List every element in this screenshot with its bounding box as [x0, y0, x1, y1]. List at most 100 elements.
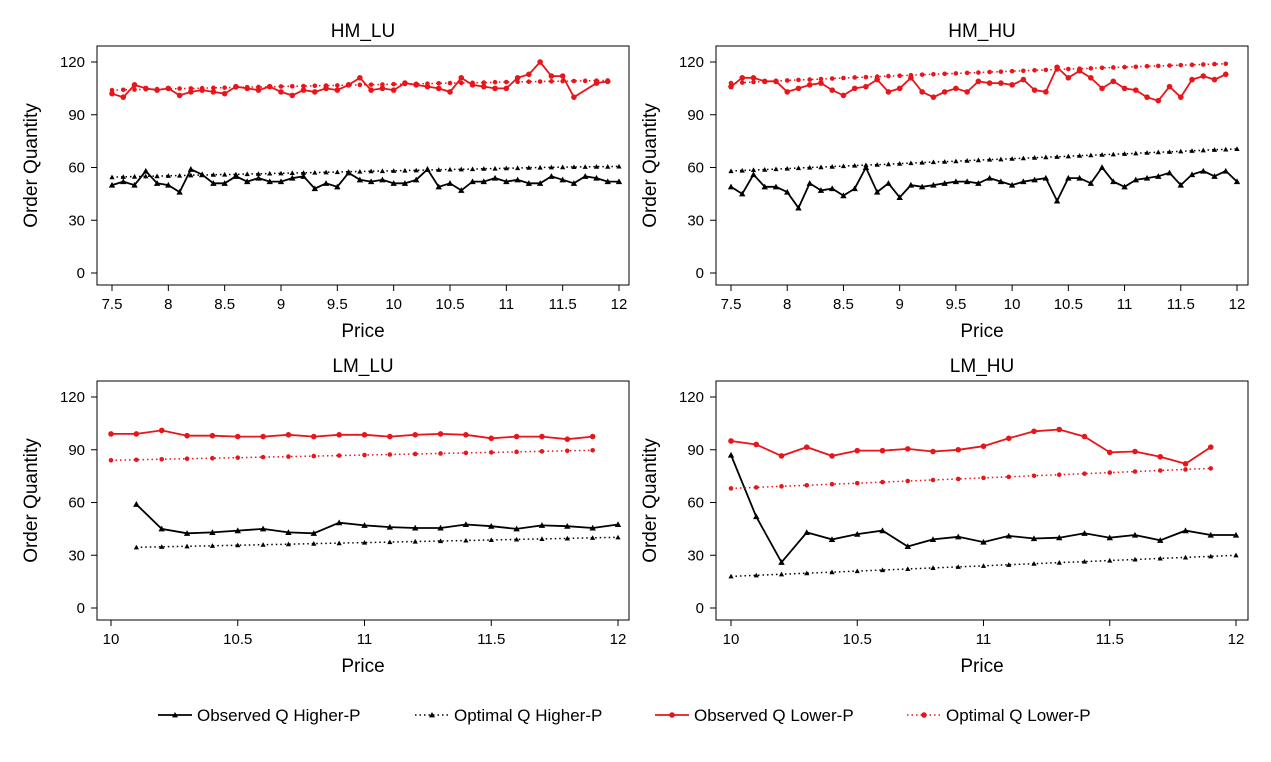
data-point: [120, 87, 126, 93]
x-tick-label: 11: [499, 296, 515, 313]
data-point: [120, 178, 127, 185]
data-point: [1111, 65, 1116, 70]
data-point: [458, 166, 464, 172]
plot-frame: [96, 45, 630, 286]
data-point: [425, 81, 430, 86]
series-line: [730, 467, 1211, 490]
plot-frame: [715, 45, 1249, 286]
data-point: [158, 525, 165, 532]
data-point: [109, 174, 115, 180]
data-point: [233, 85, 239, 90]
data-point: [234, 433, 241, 440]
data-point: [1233, 552, 1239, 558]
y-axis-label: Order Quantity: [640, 103, 661, 228]
data-point: [975, 180, 982, 186]
data-point: [357, 168, 363, 174]
data-point: [753, 513, 760, 520]
data-point: [1006, 562, 1012, 567]
data-point: [176, 188, 183, 195]
data-point: [402, 167, 408, 173]
data-point: [571, 94, 577, 100]
y-tick-label: 60: [68, 495, 85, 512]
y-tick-label: 30: [687, 547, 704, 564]
data-point: [1223, 61, 1229, 67]
data-point: [1166, 149, 1173, 154]
data-point: [590, 447, 595, 453]
data-point: [930, 477, 936, 483]
y-axis-label: Order Quantity: [21, 438, 42, 563]
data-point: [1200, 147, 1206, 153]
data-point: [1155, 97, 1162, 104]
data-point: [469, 178, 476, 185]
series-optimal-q-lower-p: [728, 61, 1229, 86]
data-point: [955, 533, 962, 540]
data-point: [154, 86, 160, 92]
data-point: [488, 435, 495, 442]
data-point: [886, 73, 891, 79]
data-point: [234, 527, 241, 534]
data-point: [1088, 75, 1094, 81]
data-point: [322, 180, 330, 186]
data-point: [593, 174, 600, 181]
data-point: [828, 536, 836, 542]
data-point: [560, 78, 565, 84]
data-point: [210, 89, 217, 95]
data-point: [753, 485, 759, 490]
data-point: [1107, 557, 1113, 563]
data-point: [199, 85, 205, 91]
data-point: [256, 84, 261, 90]
data-point: [470, 80, 475, 86]
data-point: [981, 475, 986, 481]
legend: Observed Q Higher-P Optimal Q Higher-P Obs…: [158, 706, 1091, 725]
data-point: [817, 187, 825, 193]
series-observed-q-lower-p: [728, 426, 1214, 467]
data-point: [143, 86, 149, 92]
data-point: [401, 180, 409, 186]
data-point: [930, 181, 937, 188]
data-point: [255, 174, 262, 181]
data-point: [751, 79, 756, 85]
data-point: [463, 450, 469, 456]
data-point: [447, 80, 453, 86]
data-point: [1223, 146, 1229, 152]
x-tick-label: 11.5: [1167, 296, 1195, 313]
data-point: [904, 543, 911, 550]
y-tick-label: 60: [68, 160, 85, 177]
data-point: [582, 173, 589, 179]
data-point: [1043, 67, 1049, 73]
data-point: [753, 441, 760, 448]
data-point: [488, 523, 495, 529]
data-point: [260, 454, 266, 460]
data-point: [593, 164, 600, 169]
y-tick-label: 0: [77, 600, 85, 617]
data-point: [334, 183, 341, 190]
data-point: [108, 458, 114, 463]
series-line: [730, 148, 1238, 172]
data-point: [1006, 474, 1012, 480]
data-point: [773, 166, 779, 172]
data-point: [564, 523, 571, 529]
data-point: [488, 450, 494, 455]
data-point: [387, 433, 393, 440]
data-point: [784, 165, 790, 171]
data-point: [604, 178, 611, 185]
data-point: [1157, 555, 1163, 561]
data-point: [109, 87, 115, 93]
data-point: [1121, 85, 1128, 92]
data-point: [362, 452, 367, 458]
data-point: [998, 69, 1004, 74]
series-observed-q-higher-p: [133, 501, 622, 536]
data-point: [952, 178, 960, 185]
legend-item-optimal-q-higher-p: Optimal Q Higher-P: [415, 706, 602, 725]
data-point: [548, 173, 555, 179]
data-point: [1178, 148, 1184, 154]
data-point: [1155, 173, 1162, 179]
x-tick-label: 12: [611, 296, 628, 313]
data-point: [267, 170, 273, 176]
data-point: [132, 87, 137, 92]
data-point: [1081, 530, 1088, 536]
data-point: [589, 524, 596, 531]
data-point: [312, 89, 318, 95]
legend-marker: [669, 712, 675, 718]
data-point: [515, 79, 520, 85]
